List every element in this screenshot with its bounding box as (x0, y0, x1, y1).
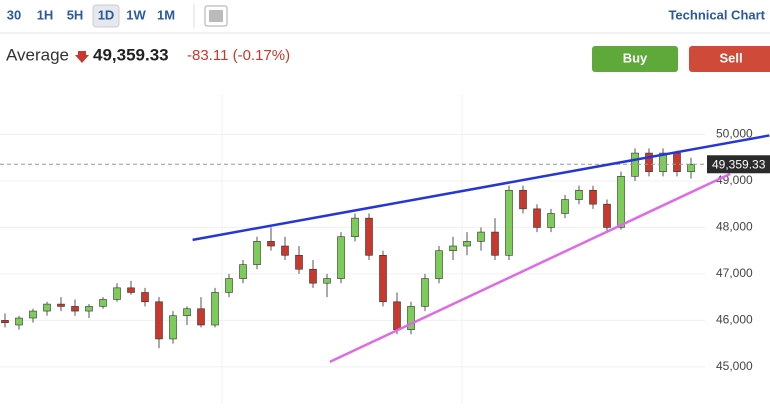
candle-body (295, 255, 303, 270)
buy-label[interactable]: Buy (623, 50, 648, 65)
candle-body (113, 287, 121, 300)
candle-body (281, 245, 289, 256)
buy-button[interactable] (592, 46, 678, 72)
candle-body (365, 217, 373, 256)
candle-body (43, 303, 51, 312)
candle-body (407, 306, 415, 330)
candle-body (225, 278, 233, 293)
candle-body (351, 217, 359, 238)
price-tag (707, 155, 770, 174)
candle-body (197, 308, 205, 326)
candle-body (155, 301, 163, 340)
price: 49,359.33 (93, 45, 169, 64)
candle-body (463, 241, 471, 247)
instrument-name: Average (6, 45, 69, 64)
candle-body (589, 189, 597, 205)
y-tick-label: 49,000 (716, 173, 753, 187)
candle-body (575, 189, 583, 200)
range-button[interactable]: 1W (126, 7, 146, 22)
candle-body (659, 152, 667, 172)
trendline (329, 172, 731, 364)
candle-body (491, 231, 499, 256)
candle-body (57, 303, 65, 307)
candle-body (99, 299, 107, 307)
price-tag-label: 49,359.33 (712, 157, 766, 171)
candle-body (645, 152, 653, 172)
range-button[interactable]: 1M (157, 7, 175, 22)
range-button[interactable]: 1D (98, 7, 115, 22)
candle-body (435, 250, 443, 279)
price-change: -83.11 (-0.17%) (187, 47, 290, 64)
y-tick-label: 47,000 (716, 266, 753, 280)
candle-body (687, 163, 695, 172)
candle-body (421, 278, 429, 307)
toolbar: 30 1H 5H 1D 1W 1M (7, 4, 175, 28)
sell-label[interactable]: Sell (719, 50, 742, 65)
candle-body (127, 287, 135, 293)
candle-body (337, 236, 345, 279)
candle-body (183, 308, 191, 317)
candle-body (239, 264, 247, 279)
candle-body (603, 203, 611, 228)
technical-chart-link[interactable]: Technical Chart (668, 7, 765, 22)
candle-body (393, 301, 401, 330)
candle-body (15, 317, 23, 326)
candle-body (29, 310, 37, 319)
candle-body (673, 152, 681, 172)
sell-button[interactable] (689, 46, 770, 72)
range-button[interactable]: 30 (7, 7, 21, 22)
candle-body (85, 306, 93, 312)
candle-body (533, 208, 541, 228)
candle-body (211, 292, 219, 326)
y-tick-label: 46,000 (716, 313, 753, 327)
candle-body (449, 245, 457, 251)
candle-body (141, 292, 149, 303)
candle-body (253, 241, 261, 265)
y-tick-label: 50,000 (716, 127, 753, 141)
candle-body (267, 241, 275, 247)
candle-body (323, 278, 331, 284)
candle-body (617, 176, 625, 228)
chart: 45,000 46,000 47,000 48,000 49,000 50,000 49,3… (0, 127, 770, 373)
candle-body (519, 189, 527, 210)
down-arrow (75, 51, 89, 63)
trendline (192, 134, 770, 242)
candle-body (1, 320, 9, 323)
layout-icon-glyph (209, 10, 223, 22)
candle-body (477, 231, 485, 242)
range-button[interactable]: 1H (37, 7, 54, 22)
candle-body (561, 199, 569, 214)
range-selected (92, 4, 120, 28)
candle-body (309, 268, 317, 284)
candle-body (505, 189, 513, 256)
candle-body (169, 315, 177, 340)
candle-body (379, 255, 387, 303)
y-tick-label: 45,000 (716, 359, 753, 373)
range-button[interactable]: 5H (67, 7, 84, 22)
candle-body (547, 213, 555, 228)
candle-body (71, 306, 79, 312)
y-tick-label: 48,000 (716, 220, 753, 234)
